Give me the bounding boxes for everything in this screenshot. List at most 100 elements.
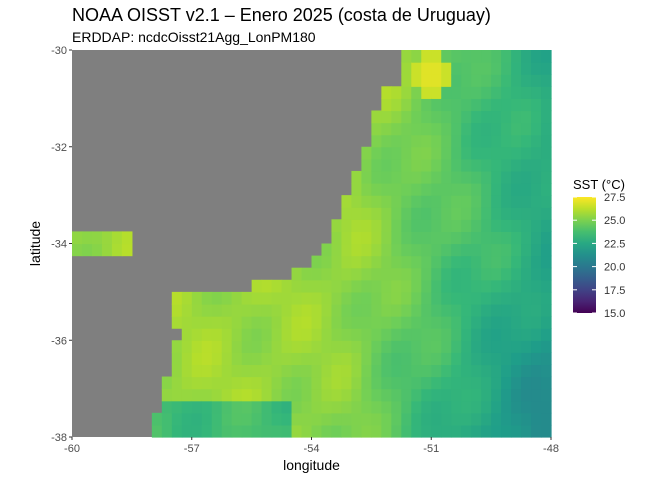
sst-cell — [451, 424, 462, 438]
sst-cell — [461, 122, 472, 136]
legend-title: SST (°C) — [573, 177, 625, 192]
sst-cell — [431, 412, 442, 426]
sst-cell — [251, 340, 263, 353]
sst-cell — [531, 316, 542, 329]
sst-cell — [431, 195, 442, 208]
sst-cell — [221, 328, 233, 341]
sst-cell — [341, 291, 353, 305]
sst-cell — [401, 388, 412, 402]
sst-cell — [391, 134, 402, 148]
sst-cell — [241, 400, 253, 414]
sst-cell — [181, 376, 193, 390]
sst-cell — [391, 219, 402, 232]
sst-cell — [271, 340, 283, 353]
sst-cell — [361, 364, 372, 378]
sst-cell — [341, 364, 353, 378]
sst-cell — [161, 376, 173, 390]
sst-cell — [231, 412, 243, 426]
sst-cell — [431, 255, 442, 269]
sst-cell — [411, 50, 422, 63]
sst-cell — [461, 207, 472, 220]
sst-cell — [201, 303, 213, 317]
sst-cell — [541, 316, 552, 329]
sst-cell — [351, 303, 362, 317]
sst-cell — [351, 170, 362, 184]
sst-cell — [531, 291, 542, 305]
sst-cell — [311, 340, 323, 353]
sst-cell — [511, 110, 522, 124]
sst-cell — [391, 183, 402, 196]
sst-cell — [481, 50, 492, 63]
sst-cell — [521, 219, 532, 232]
sst-cell — [231, 376, 243, 390]
sst-cell — [371, 183, 382, 196]
sst-cell — [291, 340, 303, 353]
sst-cell — [411, 74, 422, 87]
sst-cell — [411, 195, 422, 208]
y-axis-title: latitude — [27, 221, 43, 266]
sst-cell — [511, 424, 522, 438]
sst-cell — [311, 364, 323, 378]
sst-cell — [181, 303, 193, 317]
sst-cell — [531, 110, 542, 124]
sst-cell — [441, 291, 452, 305]
sst-cell — [431, 74, 442, 87]
chart-subtitle: ERDDAP: ncdcOisst21Agg_LonPM180 — [72, 29, 316, 45]
sst-cell — [121, 243, 133, 257]
sst-cell — [441, 303, 452, 317]
sst-cell — [541, 376, 552, 390]
sst-cell — [351, 267, 362, 281]
sst-cell — [421, 376, 432, 390]
sst-cell — [401, 170, 412, 184]
sst-cell — [501, 243, 512, 257]
sst-cell — [271, 303, 283, 317]
sst-cell — [361, 279, 372, 293]
sst-cell — [411, 388, 422, 402]
sst-cell — [261, 400, 273, 414]
sst-cell — [491, 279, 502, 293]
sst-cell — [361, 170, 372, 184]
sst-cell — [511, 122, 522, 136]
sst-cell — [191, 303, 203, 317]
sst-cell — [401, 110, 412, 124]
sst-cell — [481, 424, 492, 438]
sst-cell — [481, 146, 492, 160]
sst-cell — [401, 340, 412, 353]
sst-cell — [471, 279, 482, 293]
sst-cell — [181, 328, 193, 341]
sst-cell — [431, 207, 442, 220]
sst-cell — [421, 195, 432, 208]
sst-cell — [451, 86, 462, 99]
sst-cell — [401, 412, 412, 426]
sst-cell — [111, 243, 123, 257]
sst-cell — [411, 424, 422, 438]
sst-cell — [271, 364, 283, 378]
sst-cell — [301, 340, 313, 353]
sst-cell — [431, 424, 442, 438]
sst-cell — [491, 219, 502, 232]
sst-cell — [531, 279, 542, 293]
x-tick-label: -51 — [423, 443, 439, 455]
sst-cell — [541, 183, 552, 196]
sst-cell — [191, 328, 203, 341]
sst-cell — [541, 291, 552, 305]
x-tick-label: -60 — [64, 443, 80, 455]
sst-cell — [431, 134, 442, 148]
sst-cell — [441, 170, 452, 184]
sst-cell — [411, 400, 422, 414]
sst-cell — [341, 279, 353, 293]
sst-cell — [501, 412, 512, 426]
sst-cell — [151, 424, 163, 438]
sst-cell — [511, 267, 522, 281]
sst-cell — [411, 340, 422, 353]
x-axis-title: longitude — [283, 457, 340, 473]
sst-cell — [271, 352, 283, 366]
sst-cell — [381, 352, 392, 366]
sst-cell — [471, 110, 482, 124]
sst-cell — [391, 352, 402, 366]
sst-cell — [541, 219, 552, 232]
sst-cell — [401, 424, 412, 438]
sst-cell — [521, 424, 532, 438]
sst-cell — [511, 291, 522, 305]
sst-cell — [331, 255, 343, 269]
